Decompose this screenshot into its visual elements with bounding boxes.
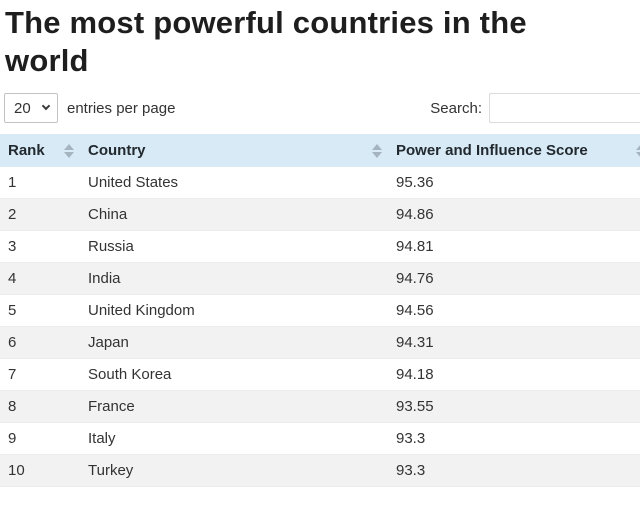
- rank-cell: 5: [0, 294, 80, 327]
- score-cell: 94.86: [388, 198, 640, 231]
- rank-cell: 10: [0, 454, 80, 487]
- table-row: 1 United States 95.36: [0, 167, 640, 199]
- score-cell: 94.56: [388, 294, 640, 327]
- table-row: 9 Italy 93.3: [0, 422, 640, 455]
- table-row: 4 India 94.76: [0, 262, 640, 295]
- table-row: 5 United Kingdom 94.56: [0, 294, 640, 327]
- country-cell: Turkey: [80, 454, 388, 487]
- entries-per-page-select[interactable]: 20: [4, 93, 58, 123]
- rank-cell: 4: [0, 262, 80, 295]
- score-cell: 95.36: [388, 167, 640, 199]
- table-row: 3 Russia 94.81: [0, 230, 640, 263]
- country-cell: Japan: [80, 326, 388, 359]
- search-control: Search:: [430, 93, 640, 123]
- country-cell: China: [80, 198, 388, 231]
- table-row: 8 France 93.55: [0, 390, 640, 423]
- table-row: 7 South Korea 94.18: [0, 358, 640, 391]
- score-cell: 94.18: [388, 358, 640, 391]
- country-cell: India: [80, 262, 388, 295]
- search-label: Search:: [430, 99, 482, 117]
- sort-arrows-icon[interactable]: [372, 143, 382, 158]
- rank-cell: 7: [0, 358, 80, 391]
- rank-cell: 2: [0, 198, 80, 231]
- column-header-rank[interactable]: Rank: [0, 132, 80, 167]
- column-header-label: Country: [88, 142, 146, 159]
- country-cell: France: [80, 390, 388, 423]
- score-cell: 94.81: [388, 230, 640, 263]
- entries-select-wrapper: 20: [4, 93, 58, 123]
- rank-cell: 6: [0, 326, 80, 359]
- country-cell: United Kingdom: [80, 294, 388, 327]
- table-row: 2 China 94.86: [0, 198, 640, 231]
- rank-cell: 8: [0, 390, 80, 423]
- rank-cell: 1: [0, 167, 80, 199]
- table-header-row: Rank Country Power and Influence Score: [0, 132, 640, 167]
- country-cell: Italy: [80, 422, 388, 455]
- column-header-country[interactable]: Country: [80, 132, 388, 167]
- page: The most powerful countries in the world…: [0, 4, 640, 487]
- sort-arrows-icon[interactable]: [636, 143, 640, 158]
- country-cell: South Korea: [80, 358, 388, 391]
- country-cell: United States: [80, 167, 388, 199]
- score-cell: 94.31: [388, 326, 640, 359]
- search-input[interactable]: [489, 93, 640, 123]
- score-cell: 93.55: [388, 390, 640, 423]
- column-header-score[interactable]: Power and Influence Score: [388, 132, 640, 167]
- page-title: The most powerful countries in the world: [5, 5, 527, 78]
- column-header-label: Power and Influence Score: [396, 142, 588, 159]
- score-cell: 93.3: [388, 454, 640, 487]
- sort-arrows-icon[interactable]: [64, 143, 74, 158]
- rank-cell: 3: [0, 230, 80, 263]
- table-row: 10 Turkey 93.3: [0, 454, 640, 487]
- country-cell: Russia: [80, 230, 388, 263]
- rank-cell: 9: [0, 422, 80, 455]
- entries-per-page-control: 20 entries per page: [4, 93, 175, 123]
- table-controls: 20 entries per page Search:: [0, 93, 640, 123]
- score-cell: 94.76: [388, 262, 640, 295]
- table-row: 6 Japan 94.31: [0, 326, 640, 359]
- entries-per-page-label: entries per page: [67, 99, 176, 117]
- column-header-label: Rank: [8, 142, 45, 159]
- score-cell: 93.3: [388, 422, 640, 455]
- countries-table: Rank Country Power and Influence Score 1…: [0, 132, 640, 487]
